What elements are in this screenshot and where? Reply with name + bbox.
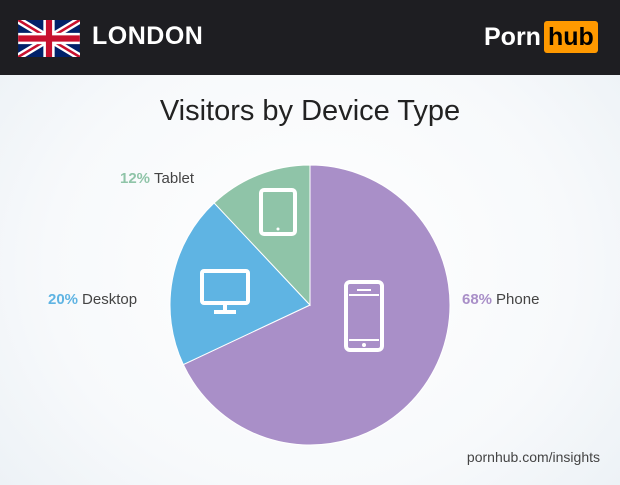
tablet-pct: 12%	[120, 170, 151, 187]
tablet-label: Tablet	[154, 170, 195, 187]
chart-title: Visitors by Device Type	[159, 95, 461, 127]
uk-flag-icon	[18, 20, 80, 57]
legend-phone: 68% Phone	[462, 291, 539, 308]
logo-text-1: Porn	[484, 22, 541, 51]
desktop-label: Desktop	[82, 291, 138, 308]
logo: Porn hub	[484, 21, 598, 53]
legend-tablet: 12% Tablet	[120, 170, 194, 187]
smartphone-icon	[344, 280, 384, 352]
pie-slice-phone	[182, 164, 451, 446]
phone-label: Phone	[496, 291, 540, 308]
monitor-icon	[200, 269, 250, 314]
pie-slice-desktop	[169, 202, 311, 366]
logo-text-2: hub	[543, 21, 598, 53]
desktop-pct: 20%	[48, 291, 79, 308]
header-bar: LONDON Porn hub	[0, 0, 620, 75]
phone-pct: 68%	[462, 291, 493, 308]
footer-url: pornhub.com/insights	[466, 449, 600, 465]
tablet-icon	[259, 188, 297, 236]
legend-desktop: 20% Desktop	[48, 291, 137, 308]
city-name: LONDON	[92, 22, 204, 50]
